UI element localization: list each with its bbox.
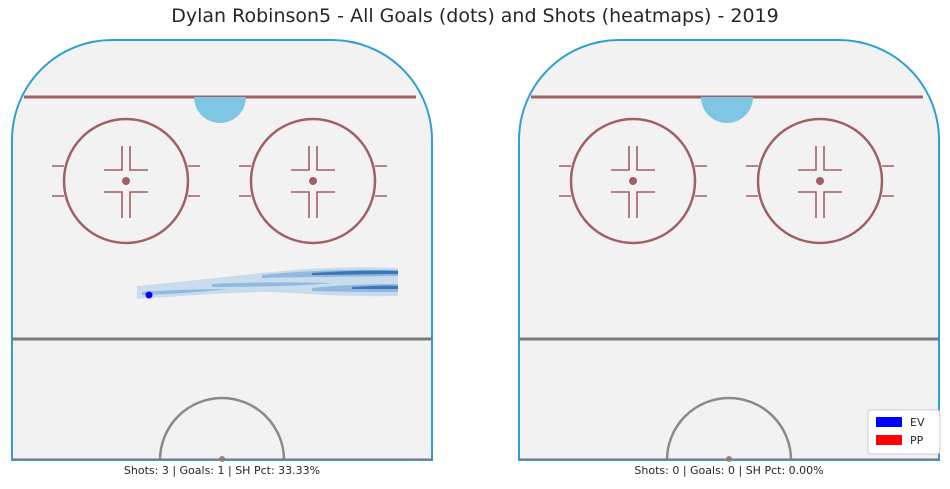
caption-right: Shots: 0 | Goals: 0 | SH Pct: 0.00% [634,464,824,477]
legend-swatch-pp [876,435,902,445]
legend-label-pp: PP [910,434,924,447]
rink-left [10,38,434,464]
legend: EV PP [867,409,941,455]
goal-dot [145,291,153,299]
chart-title: Dylan Robinson5 - All Goals (dots) and S… [171,5,779,27]
shot-heatmap [137,267,398,299]
legend-swatch-ev [876,417,902,427]
legend-label-ev: EV [910,416,925,429]
rink-right [517,38,941,464]
caption-left: Shots: 3 | Goals: 1 | SH Pct: 33.33% [123,464,321,477]
